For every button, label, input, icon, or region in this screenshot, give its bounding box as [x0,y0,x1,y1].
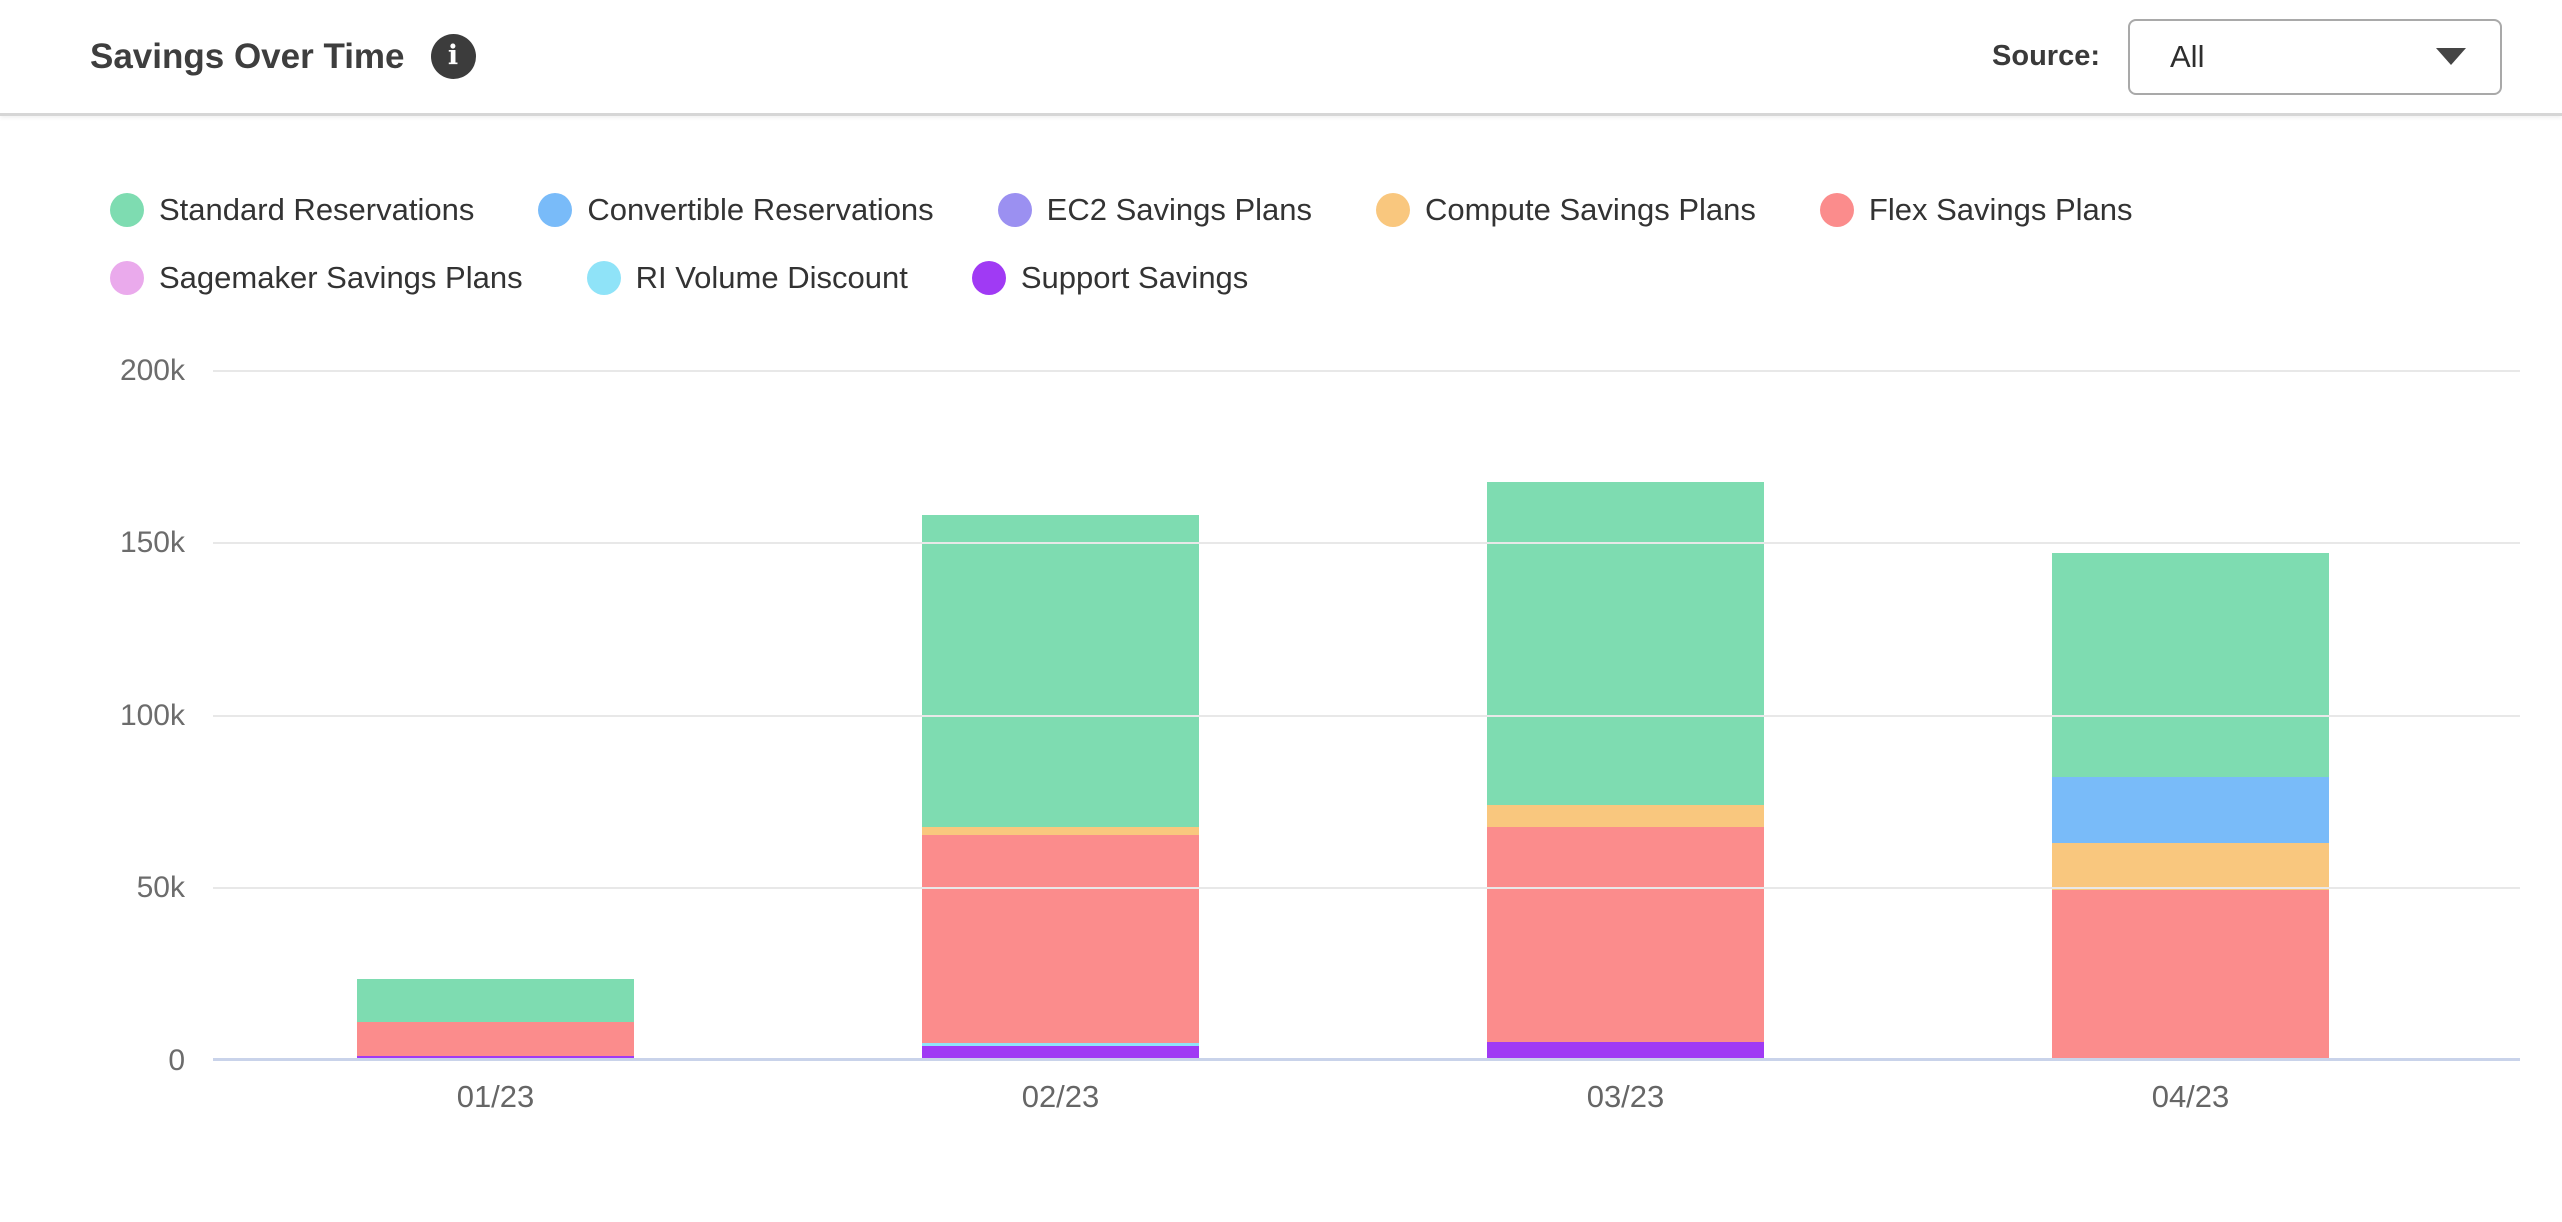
bar-segment-compute-savings-plans[interactable] [1487,804,1764,827]
legend-item-label: Flex Savings Plans [1868,192,2133,227]
legend-item-support-savings[interactable]: Support Savings [971,258,1249,298]
bar-segment-compute-savings-plans[interactable] [922,826,1199,835]
source-dropdown[interactable]: All [2128,18,2502,95]
y-tick-label: 100k [119,698,185,732]
x-tick-label: 02/23 [1021,1078,1100,1114]
bar-segment-flex-savings-plans[interactable] [922,834,1199,1043]
info-icon-glyph: i [447,40,459,71]
legend-item-flex-savings-plans[interactable]: Flex Savings Plans [1819,190,2133,230]
bar-column-04-23 [1908,371,2473,1061]
stacked-bar-01-23[interactable] [357,979,634,1061]
chevron-down-icon [2436,48,2466,65]
legend-dot-icon [1376,193,1411,228]
legend-dot-icon [1819,193,1854,228]
bar-segment-flex-savings-plans[interactable] [1487,826,1764,1042]
source-dropdown-value: All [2170,38,2205,74]
y-tick-label: 200k [119,353,185,387]
bar-segment-convertible-reservations[interactable] [2052,776,2329,843]
chart-legend: Standard Reservations Convertible Reserva… [110,190,2502,299]
legend-dot-icon [586,261,621,296]
legend-dot-icon [971,261,1006,296]
legend-item-ri-volume-discount[interactable]: RI Volume Discount [586,258,908,298]
gridline [213,542,2520,545]
stacked-bar-04-23[interactable] [2052,552,2329,1061]
bar-segment-support-savings[interactable] [922,1045,1199,1061]
legend-item-label: RI Volume Discount [635,260,908,296]
gridline [213,887,2520,890]
legend-item-standard-reservations[interactable]: Standard Reservations [110,190,474,230]
bars-container [213,371,2473,1061]
legend-item-label: EC2 Savings Plans [1046,192,1313,227]
stacked-bar-02-23[interactable] [922,514,1199,1061]
bar-segment-compute-savings-plans[interactable] [2052,842,2329,890]
chart-plot-area: 0 50k 100k 150k 200k [120,354,2520,1077]
x-tick-label: 04/23 [2151,1078,2230,1114]
bar-segment-standard-reservations[interactable] [2052,552,2329,777]
legend-item-sagemaker-savings-plans[interactable]: Sagemaker Savings Plans [110,258,523,298]
legend-item-label: Standard Reservations [159,192,475,227]
bar-segment-standard-reservations[interactable] [1487,481,1764,805]
legend-item-compute-savings-plans[interactable]: Compute Savings Plans [1376,190,1756,230]
gridline [213,714,2520,717]
bar-column-02-23 [778,371,1343,1061]
legend-dot-icon [110,261,144,296]
x-tick-label: 01/23 [456,1078,535,1114]
bar-column-03-23 [1343,371,1908,1061]
page-title: Savings Over Time [90,36,405,76]
y-tick-label: 150k [119,526,185,560]
y-tick-label: 0 [168,1043,185,1077]
legend-dot-icon [110,193,144,228]
info-icon[interactable]: i [430,34,476,79]
legend-item-label: Support Savings [1020,260,1249,296]
x-axis-labels: 01/23 02/23 03/23 04/23 [213,1079,2473,1115]
legend-item-label: Compute Savings Plans [1425,192,1756,227]
legend-item-convertible-reservations[interactable]: Convertible Reservations [538,190,934,230]
legend-dot-icon [538,193,573,228]
legend-item-ec2-savings-plans[interactable]: EC2 Savings Plans [997,190,1313,230]
x-axis-baseline [213,1057,2520,1061]
legend-item-label: Sagemaker Savings Plans [159,260,523,296]
header: Savings Over Time i Source: All [0,0,2562,116]
bar-segment-standard-reservations[interactable] [357,979,634,1022]
legend-item-label: Convertible Reservations [587,192,934,227]
x-tick-label: 03/23 [1586,1078,1665,1114]
bar-segment-support-savings[interactable] [1487,1041,1764,1061]
legend-dot-icon [997,193,1032,228]
gridline [213,369,2520,372]
bar-segment-ri-volume-discount[interactable] [922,1042,1199,1046]
source-label: Source: [1992,40,2100,72]
bar-segment-standard-reservations[interactable] [922,514,1199,827]
bar-segment-flex-savings-plans[interactable] [357,1021,634,1056]
stacked-bar-03-23[interactable] [1487,481,1764,1061]
bar-segment-flex-savings-plans[interactable] [2052,889,2329,1061]
y-tick-label: 50k [136,871,185,905]
